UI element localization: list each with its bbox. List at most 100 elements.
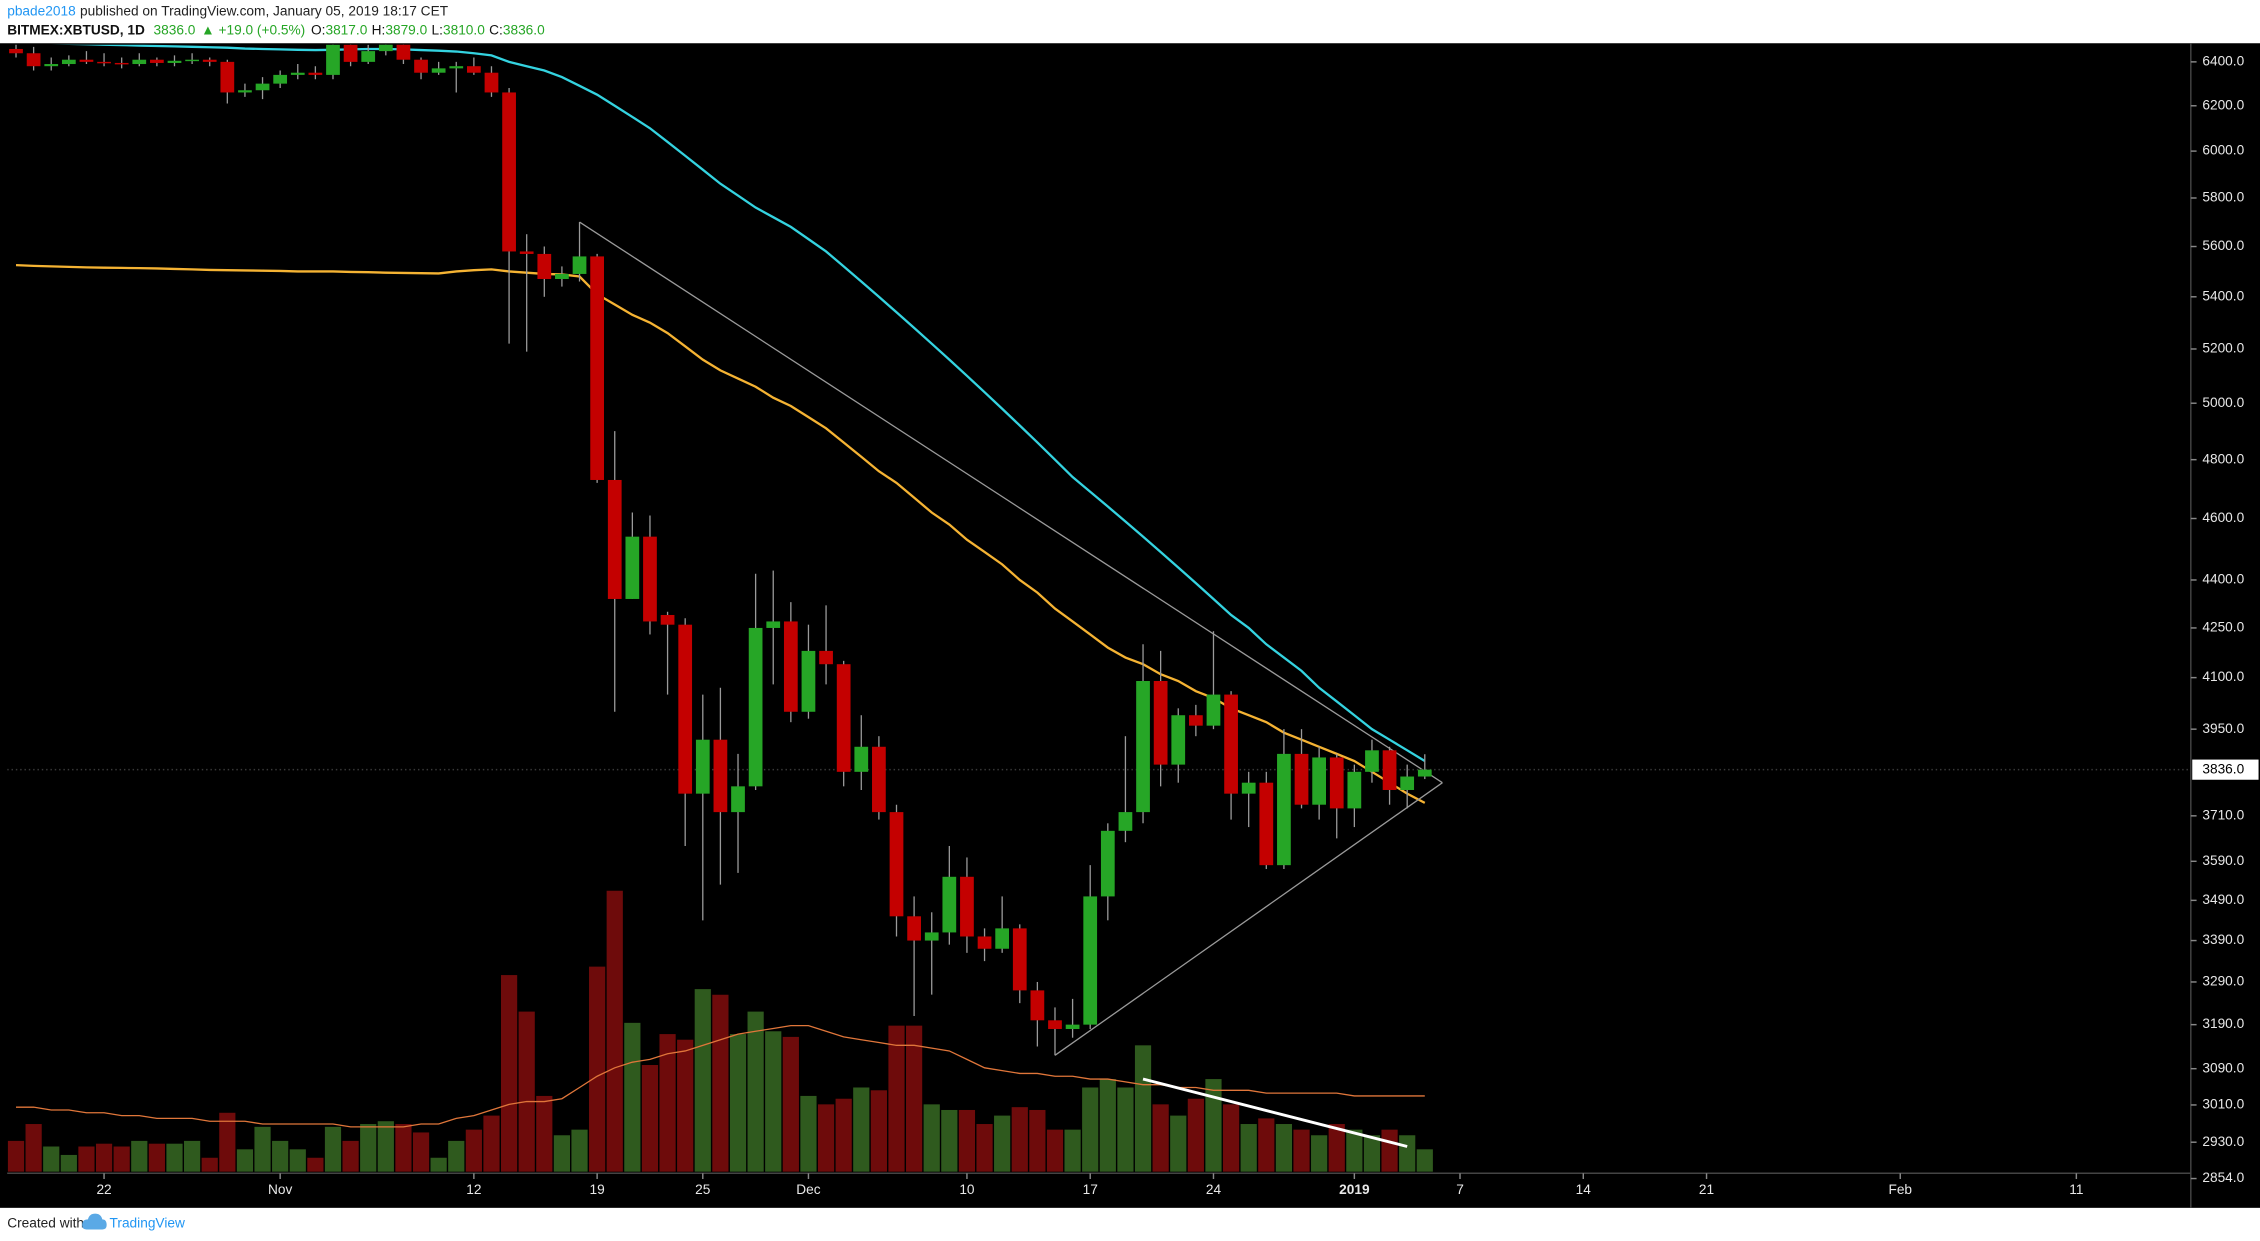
x-tick-label: 2019 — [1339, 1182, 1370, 1197]
candle-body — [1136, 680, 1150, 813]
volume-bar — [219, 1112, 236, 1172]
volume-bar — [1240, 1124, 1257, 1172]
x-tick-label: 11 — [2069, 1182, 2083, 1197]
candle-body — [202, 59, 217, 62]
candle-body — [1417, 769, 1432, 777]
volume-bar — [817, 1104, 835, 1172]
volume-bar — [888, 1025, 905, 1172]
y-tick-label: 4250.0 — [2202, 620, 2244, 635]
volume-bar — [342, 1140, 359, 1172]
y-tick-label: 2854.0 — [2202, 1170, 2244, 1185]
candle-body — [1259, 782, 1274, 866]
volume-bar — [60, 1154, 77, 1172]
x-tick-label: 25 — [695, 1182, 711, 1197]
y-tick-label: 3390.0 — [2202, 932, 2244, 947]
volume-bar — [941, 1109, 958, 1172]
y-tick-label: 6200.0 — [2202, 97, 2244, 112]
candle-body — [150, 59, 164, 63]
ohlc-label: H: — [372, 22, 386, 37]
volume-bar — [430, 1157, 447, 1172]
y-tick-label: 5400.0 — [2202, 288, 2244, 303]
candle-body — [238, 90, 252, 93]
volume-bar — [201, 1157, 218, 1172]
last-price-label: 3836.0 — [2202, 761, 2244, 776]
candle-body — [713, 739, 728, 813]
volume-bar — [1187, 1098, 1204, 1172]
author[interactable]: pbade2018 — [7, 3, 76, 18]
volume-bar — [1275, 1124, 1293, 1172]
ohlc-label: C: — [489, 22, 503, 37]
candle-body — [1241, 782, 1256, 794]
y-tick-label: 3010.0 — [2202, 1097, 2244, 1112]
candle-body — [44, 64, 59, 67]
candle-body — [1171, 715, 1186, 765]
volume-bar — [500, 975, 518, 1172]
candle-body — [343, 44, 358, 62]
volume-bar — [377, 1121, 394, 1172]
volume-bar — [412, 1132, 430, 1172]
volume-bar — [1346, 1129, 1363, 1172]
volume-bar — [677, 1039, 694, 1172]
candle-body — [1206, 694, 1221, 726]
volume-bar — [1258, 1118, 1275, 1172]
candle-body — [132, 59, 147, 65]
plot-area — [7, 44, 2191, 1172]
volume-bar — [694, 989, 711, 1172]
volume-bar — [1046, 1129, 1064, 1172]
ohlc-value: 3817.0 — [325, 22, 367, 37]
x-tick-label: Feb — [1888, 1182, 1912, 1197]
volume-bar — [641, 1065, 659, 1172]
volume-bar — [131, 1140, 148, 1172]
x-tick-label: 22 — [96, 1182, 111, 1197]
ohlc-label: O: — [311, 22, 325, 37]
candle-body — [660, 614, 675, 625]
volume-bar — [1205, 1079, 1222, 1172]
volume-bar — [1170, 1115, 1187, 1172]
candle-body — [590, 256, 605, 480]
y-tick-label: 3590.0 — [2202, 853, 2244, 868]
published: published on TradingView.com, January 05… — [80, 3, 449, 18]
symbol[interactable]: BITMEX:XBTUSD, 1D — [7, 22, 145, 37]
volume-bar — [976, 1124, 993, 1172]
footer-brand[interactable]: TradingView — [110, 1215, 185, 1230]
volume-bar — [95, 1143, 113, 1172]
candle-body — [977, 936, 992, 949]
volume-bar — [958, 1109, 976, 1172]
x-tick-label: 19 — [590, 1182, 605, 1197]
candle-body — [484, 72, 499, 93]
candle-body — [801, 650, 816, 712]
volume-bar — [148, 1143, 165, 1172]
volume-bar — [43, 1146, 60, 1172]
candle-body — [748, 627, 763, 787]
candle-body — [924, 932, 939, 941]
volume-bar — [1152, 1104, 1169, 1172]
candle-body — [1100, 830, 1115, 897]
volume-bar — [1311, 1135, 1328, 1172]
volume-bar — [1328, 1124, 1345, 1172]
y-tick-label: 3490.0 — [2202, 892, 2244, 907]
candle-body — [819, 650, 833, 665]
tradingview-logo[interactable] — [82, 1213, 107, 1230]
last-price: 3836.0 — [154, 22, 196, 37]
candle-body — [273, 74, 288, 84]
candle-body — [414, 59, 428, 73]
volume-bar — [272, 1140, 289, 1172]
candle-body — [1012, 928, 1027, 991]
candle-body — [378, 44, 393, 52]
volume-bar — [765, 1031, 782, 1172]
candle-body — [783, 621, 798, 712]
candle-body — [643, 536, 657, 622]
candle-body — [607, 479, 622, 599]
volume-bar — [518, 1011, 535, 1172]
candle-body — [678, 624, 693, 794]
candle-body — [255, 83, 270, 91]
candle-body — [872, 746, 886, 813]
x-tick-label: 10 — [959, 1182, 975, 1197]
candle-body — [1153, 680, 1168, 765]
volume-bar — [7, 1140, 25, 1172]
volume-bar — [113, 1146, 130, 1172]
candle-body — [1188, 715, 1203, 726]
volume-bar — [1064, 1129, 1081, 1172]
trendline — [1054, 782, 1443, 1056]
y-tick-label: 6000.0 — [2202, 143, 2244, 158]
